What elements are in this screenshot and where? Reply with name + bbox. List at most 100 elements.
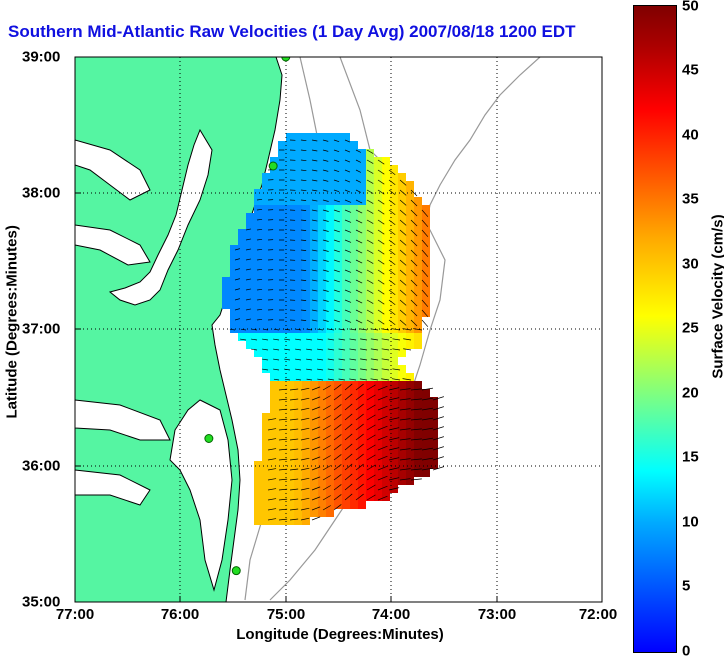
velocity-cell (286, 405, 294, 413)
velocity-cell (406, 397, 414, 405)
colorbar-tick: 30 (682, 256, 699, 273)
x-tick-label: 73:00 (478, 606, 516, 623)
station-marker (269, 162, 277, 170)
velocity-cell (262, 349, 270, 357)
velocity-cell (294, 469, 302, 477)
velocity-cell (334, 349, 342, 357)
velocity-cell (350, 469, 358, 477)
velocity-cell (350, 141, 358, 149)
velocity-cell (310, 413, 318, 421)
velocity-cell (246, 333, 254, 341)
velocity-cell (358, 149, 366, 157)
velocity-cell (278, 445, 286, 453)
velocity-cell (230, 277, 238, 285)
velocity-cell (422, 229, 430, 237)
velocity-cell (342, 437, 350, 445)
velocity-cell (302, 357, 310, 365)
velocity-cell (342, 133, 350, 141)
velocity-cell (286, 173, 294, 181)
velocity-cell (382, 301, 390, 309)
velocity-cell (310, 285, 318, 293)
velocity-cell (318, 197, 326, 205)
velocity-cell (398, 437, 406, 445)
velocity-cell (278, 341, 286, 349)
velocity-cell (406, 269, 414, 277)
velocity-cell (406, 429, 414, 437)
velocity-cell (414, 421, 422, 429)
velocity-cell (254, 261, 262, 269)
velocity-cell (270, 501, 278, 509)
x-tick-label: 75:00 (267, 606, 305, 623)
velocity-cell (286, 213, 294, 221)
velocity-cell (302, 133, 310, 141)
velocity-cell (350, 477, 358, 485)
velocity-cell (366, 197, 374, 205)
velocity-cell (318, 245, 326, 253)
y-tick-label: 39:00 (22, 49, 60, 66)
velocity-cell (414, 269, 422, 277)
velocity-cell (318, 501, 326, 509)
velocity-cell (406, 341, 414, 349)
velocity-cell (326, 349, 334, 357)
velocity-cell (246, 301, 254, 309)
velocity-cell (278, 349, 286, 357)
velocity-cell (302, 469, 310, 477)
velocity-cell (326, 261, 334, 269)
velocity-cell (350, 173, 358, 181)
velocity-cell (358, 397, 366, 405)
velocity-cell (270, 349, 278, 357)
velocity-cell (278, 181, 286, 189)
velocity-cell (382, 485, 390, 493)
velocity-cell (254, 197, 262, 205)
velocity-cell (262, 341, 270, 349)
velocity-cell (414, 205, 422, 213)
velocity-cell (318, 477, 326, 485)
velocity-cell (294, 245, 302, 253)
velocity-cell (294, 261, 302, 269)
velocity-cell (262, 517, 270, 525)
velocity-cell (286, 157, 294, 165)
velocity-cell (302, 429, 310, 437)
velocity-cell (318, 261, 326, 269)
y-tick-label: 37:00 (22, 321, 60, 338)
velocity-cell (334, 437, 342, 445)
x-tick-label: 74:00 (372, 606, 410, 623)
velocity-cell (310, 293, 318, 301)
velocity-cell (358, 349, 366, 357)
velocity-cell (406, 197, 414, 205)
velocity-cell (334, 293, 342, 301)
velocity-cell (270, 309, 278, 317)
velocity-cell (286, 165, 294, 173)
velocity-cell (358, 445, 366, 453)
velocity-cell (366, 349, 374, 357)
velocity-cell (382, 293, 390, 301)
velocity-cell (278, 485, 286, 493)
velocity-cell (286, 205, 294, 213)
velocity-cell (358, 405, 366, 413)
velocity-cell (382, 261, 390, 269)
velocity-cell (382, 173, 390, 181)
velocity-cell (342, 389, 350, 397)
velocity-cell (262, 485, 270, 493)
velocity-cell (342, 349, 350, 357)
velocity-cell (246, 309, 254, 317)
velocity-cell (294, 165, 302, 173)
velocity-cell (310, 165, 318, 173)
velocity-cell (270, 461, 278, 469)
velocity-cell (358, 485, 366, 493)
velocity-cell (302, 221, 310, 229)
velocity-cell (382, 253, 390, 261)
velocity-cell (326, 301, 334, 309)
velocity-cell (342, 277, 350, 285)
velocity-cell (350, 437, 358, 445)
velocity-cell (414, 397, 422, 405)
velocity-cell (398, 389, 406, 397)
velocity-cell (270, 261, 278, 269)
velocity-cell (318, 293, 326, 301)
velocity-cell (398, 469, 406, 477)
velocity-cell (342, 293, 350, 301)
velocity-cell (334, 221, 342, 229)
velocity-cell (366, 237, 374, 245)
velocity-cell (358, 157, 366, 165)
velocity-cell (334, 141, 342, 149)
